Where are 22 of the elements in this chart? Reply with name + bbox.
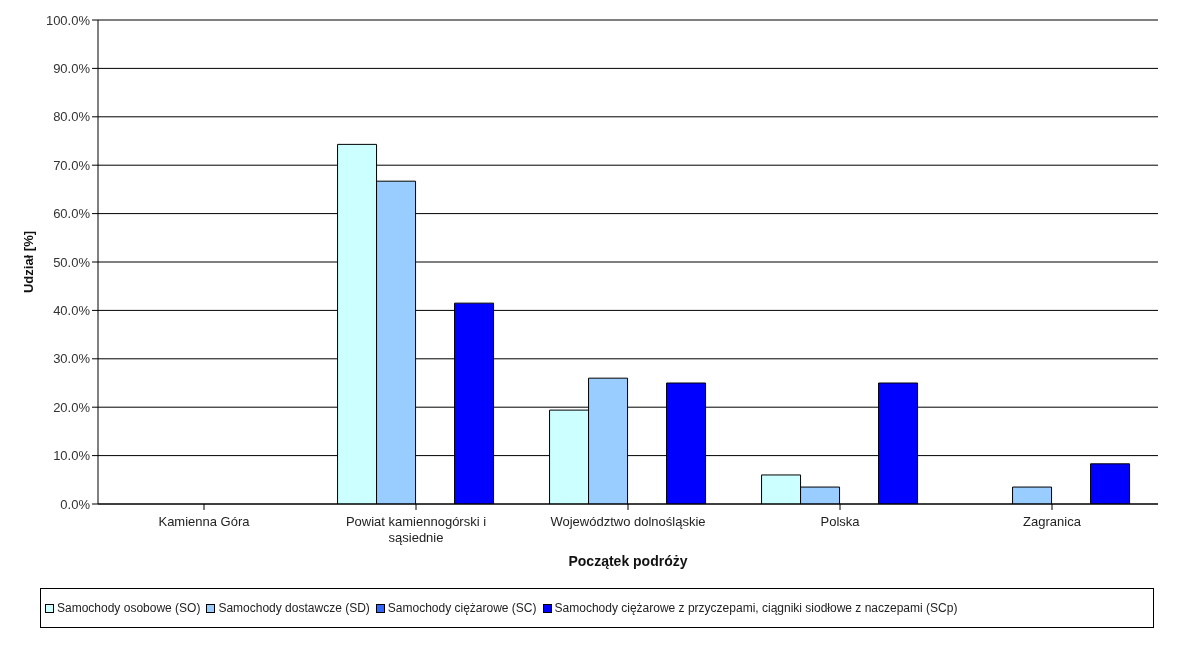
- y-tick-label: 90.0%: [53, 61, 91, 77]
- legend-label: Samochody ciężarowe z przyczepami, ciągniki siodłowe z naczepami (SCp): [553, 601, 958, 615]
- y-tick-label: 80.0%: [53, 109, 91, 125]
- y-tick-label: 10.0%: [53, 448, 91, 464]
- y-tick-label: 40.0%: [53, 303, 91, 319]
- y-tick-label: 50.0%: [53, 254, 91, 270]
- y-axis-title: Udział [%]: [20, 230, 36, 294]
- legend-label: Samochody ciężarowe (SC): [386, 601, 537, 615]
- legend-label: Samochody dostawcze (SD): [217, 601, 370, 615]
- x-tick-label: Powiat kamiennogórski i sąsiednie: [345, 514, 487, 545]
- y-tick-label: 0.0%: [60, 496, 91, 512]
- y-tick-label: 60.0%: [53, 206, 91, 222]
- y-tick-label: 70.0%: [53, 157, 91, 173]
- legend-label: Samochody osobowe (SO): [56, 601, 201, 615]
- x-tick-label: Polska: [820, 514, 861, 529]
- y-tick-label: 30.0%: [53, 351, 91, 367]
- y-tick-label: 100.0%: [45, 12, 91, 28]
- x-tick-label: Zagranica: [1023, 514, 1082, 529]
- x-tick-label: Województwo dolnośląskie: [550, 514, 706, 529]
- x-axis-title: Początek podróży: [568, 553, 688, 569]
- x-tick-label: Kamienna Góra: [158, 514, 251, 529]
- y-tick-label: 20.0%: [53, 399, 91, 415]
